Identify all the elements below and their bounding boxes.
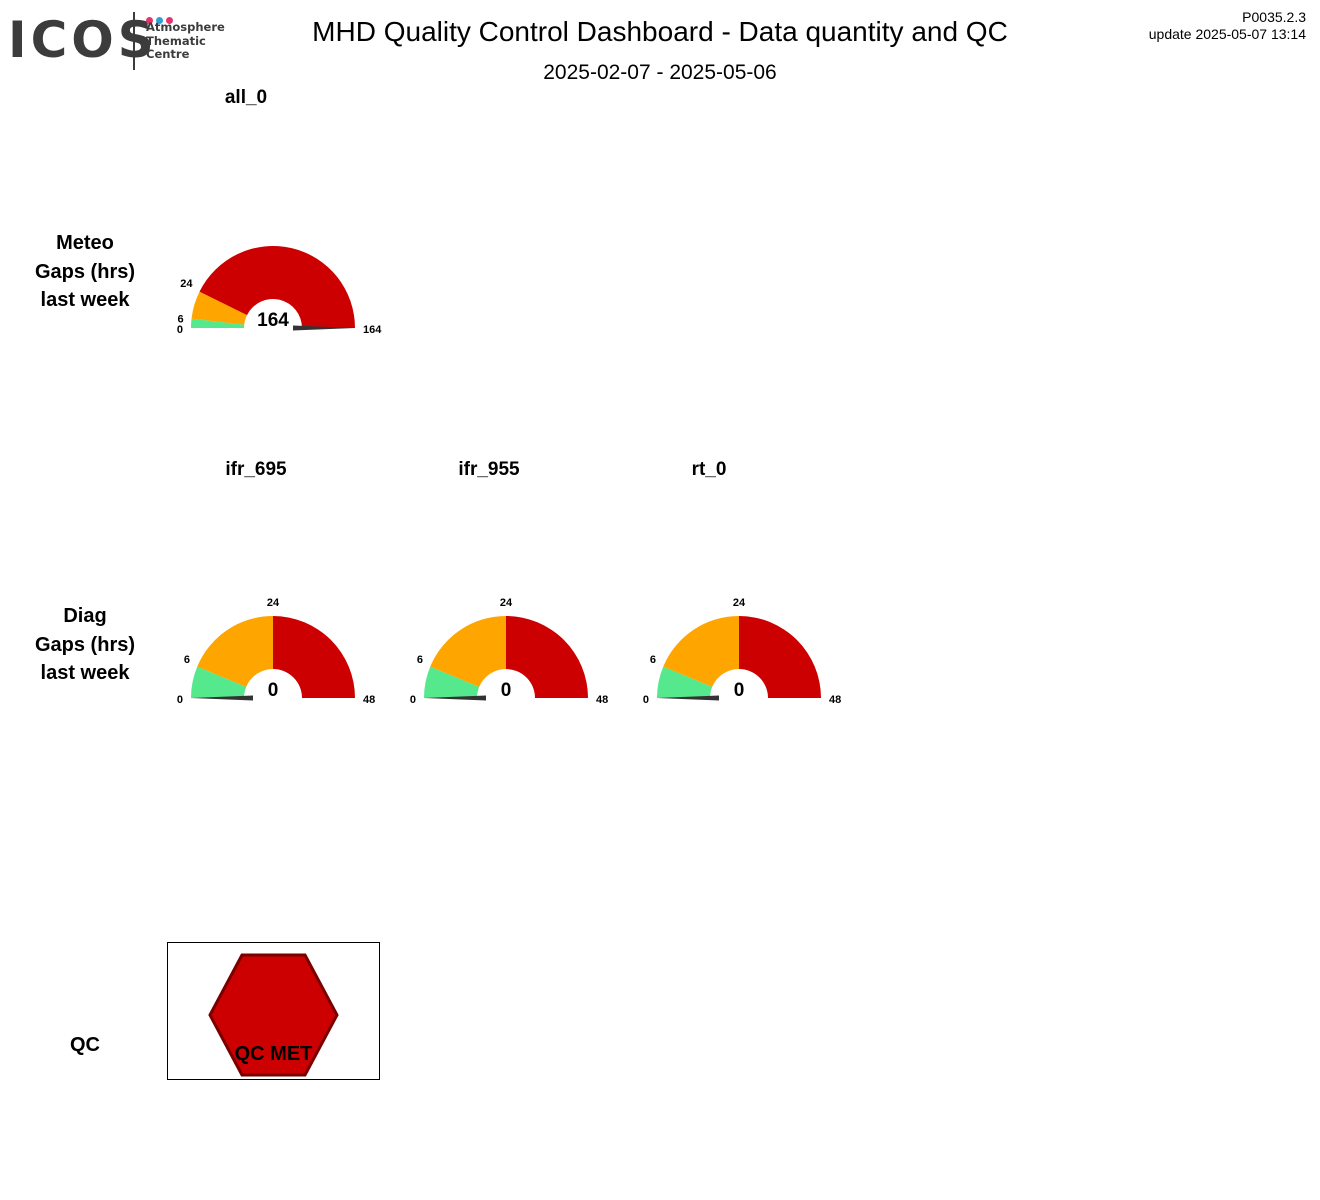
qc-status-label: QC MET [234,1043,313,1065]
version-number: P0035.2.3 [1242,9,1306,25]
date-range: 2025-02-07 - 2025-05-06 [543,61,777,84]
gauge-band [191,666,247,698]
gauge-band [197,616,273,687]
gauge-tick-label: 24 [500,597,513,609]
gauge-band [191,318,245,328]
gauge-title-ifr-695: ifr_695 [225,459,287,480]
gauge-band [506,616,588,698]
gauge-tick-label: 24 [267,597,280,609]
gauge-band [199,246,355,328]
logo-subtitle-line: Thematic [146,33,206,48]
dashboard-title: MHD Quality Control Dashboard - Data qua… [312,16,1008,47]
logo-dots [146,11,176,29]
gauge-tick-label: 24 [733,597,746,609]
gauge-tick-label: 6 [650,654,656,666]
gauge-value-label: 0 [268,680,279,701]
gauge-value-label: 0 [501,680,512,701]
logo-subtitle-line: Atmosphere [146,20,225,34]
row-label-line: Diag [63,605,107,627]
gauge-all-0: 06 24 164 164 [177,246,382,336]
gauge-tick-label: 0 [177,694,183,706]
row-label-line: Meteo [56,232,114,254]
gauge-needle [293,325,355,331]
logo-dot [166,17,173,24]
gauge-title-ifr-955: ifr_955 [458,459,520,480]
gauge-needle [191,695,253,701]
logo-dot [146,17,153,24]
gauge-title-all-0: all_0 [224,87,268,108]
gauge-ifr-695: 0 6 24 48 0 [177,597,375,706]
row-label-line: Gaps (hrs) [34,260,136,283]
gauge-tick-label: 48 [596,694,608,706]
row-label-diag: Diag Gaps (hrs) last week [0,602,170,688]
gauge-title-rt-0: rt_0 [691,459,727,480]
gauge-value-label: 164 [257,310,289,331]
gauge-band [739,616,821,698]
gauge-band [430,616,506,687]
gauge-tick-label: 6 [417,654,423,666]
gauge-tick-label: 48 [829,694,841,706]
gauge-band [273,616,355,698]
logo-dot [156,17,163,24]
qc-panel: QC MET [167,942,380,1080]
gauge-needle [657,695,719,701]
row-label-line: Gaps (hrs) [34,633,136,656]
gauge-tick-label: 24 [180,278,193,290]
qc-hexagon-icon [208,953,339,1077]
row-label-qc: QC [70,1034,100,1056]
logo-subtitle-line: Centre [146,47,190,61]
gauge-band [424,666,480,698]
logo-divider [133,12,135,70]
gauge-band [657,666,713,698]
gauge-tick-label: 6 [184,654,190,666]
gauge-tick-label: 48 [363,694,375,706]
row-label-line: last week [40,289,130,311]
version-info: P0035.2.3 update 2025-05-07 13:14 [1149,9,1306,43]
gauge-tick-label: 0 [177,324,183,336]
update-timestamp: update 2025-05-07 13:14 [1148,26,1306,42]
gauge-ifr-955: 0 6 24 48 0 [410,597,608,706]
gauge-tick-label: 6 [177,313,183,325]
gauge-tick-label: 164 [363,324,382,336]
gauge-tick-label: 0 [643,694,649,706]
icos-logo: ICOS [8,11,158,69]
row-label-meteo: Meteo Gaps (hrs) last week [0,229,170,315]
logo-subtitle: Atmosphere Thematic Centre [146,20,225,62]
gauge-needle [424,695,486,701]
gauge-value-label: 0 [734,680,745,701]
gauge-band [663,616,739,687]
gauge-tick-label: 0 [410,694,416,706]
row-label-line: last week [40,662,130,684]
gauge-band [191,291,248,325]
gauge-rt-0: 0 6 24 48 0 [643,597,841,706]
